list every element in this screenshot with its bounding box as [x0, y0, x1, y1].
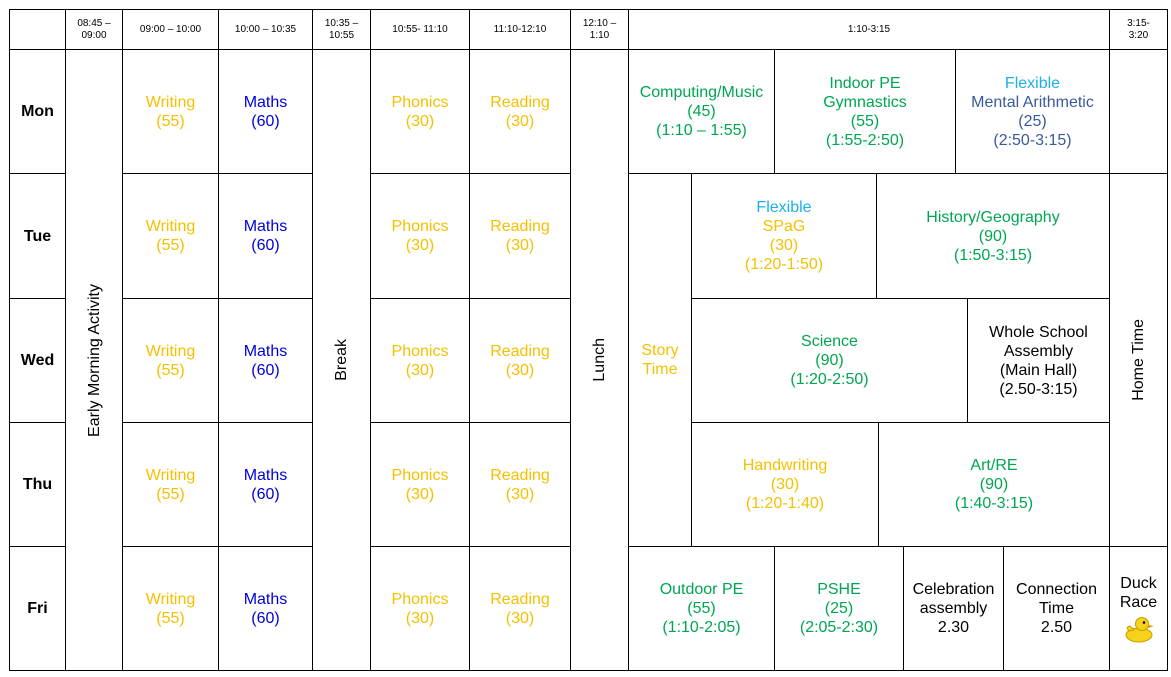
lesson-pshe-fri: PSHE (25) (2:05-2:30): [774, 546, 904, 671]
lesson-maths-wed: Maths (60): [218, 298, 313, 423]
lesson-maths-mon: Maths (60): [218, 49, 313, 174]
flexible-label: Flexible: [1004, 74, 1061, 92]
header-time-1210: 12:10 – 1:10: [570, 9, 629, 50]
lunch-cell: Lunch: [570, 49, 629, 671]
lesson-reading-fri: Reading (30): [469, 546, 571, 671]
early-morning-activity-cell: Early Morning Activity: [65, 49, 123, 671]
header-time-1055: 10:55- 11:10: [370, 9, 470, 50]
lesson-writing-thu: Writing (55): [122, 422, 219, 547]
lesson-reading-wed: Reading (30): [469, 298, 571, 423]
lesson-history-geography-tue: History/Geography (90) (1:50-3:15): [876, 173, 1110, 299]
mon-home-time-cell: [1109, 49, 1168, 174]
lesson-reading-mon: Reading (30): [469, 49, 571, 174]
lesson-writing-mon: Writing (55): [122, 49, 219, 174]
lesson-maths-tue: Maths (60): [218, 173, 313, 299]
lesson-reading-tue: Reading (30): [469, 173, 571, 299]
lesson-reading-thu: Reading (30): [469, 422, 571, 547]
corner-cell: [9, 9, 66, 50]
day-label-fri: Fri: [9, 546, 66, 671]
lesson-celebration-assembly-fri: Celebration assembly 2.30: [903, 546, 1004, 671]
break-cell: Break: [312, 49, 371, 671]
duck-race-label: Duck Race: [1119, 574, 1158, 611]
mental-arithmetic-text: Mental Arithmetic (25) (2:50-3:15): [971, 93, 1094, 149]
lesson-handwriting-thu: Handwriting (30) (1:20-1:40): [691, 422, 879, 547]
lesson-maths-thu: Maths (60): [218, 422, 313, 547]
lesson-spag-tue: Flexible SPaG (30) (1:20-1:50): [691, 173, 877, 299]
day-label-tue: Tue: [9, 173, 66, 299]
rubber-duck-icon: [1125, 616, 1155, 642]
lesson-maths-fri: Maths (60): [218, 546, 313, 671]
lesson-science-wed: Science (90) (1:20-2:50): [691, 298, 968, 423]
lesson-phonics-thu: Phonics (30): [370, 422, 470, 547]
lesson-duck-race-fri: Duck Race: [1109, 546, 1168, 671]
lesson-mental-arithmetic-mon: Flexible Mental Arithmetic (25) (2:50-3:…: [955, 49, 1110, 174]
lesson-writing-wed: Writing (55): [122, 298, 219, 423]
header-time-0845: 08:45 – 09:00: [65, 9, 123, 50]
lesson-indoor-pe-mon: Indoor PE Gymnastics (55) (1:55-2:50): [774, 49, 956, 174]
day-label-wed: Wed: [9, 298, 66, 423]
lesson-computing-music-mon: Computing/Music (45) (1:10 – 1:55): [628, 49, 775, 174]
lesson-phonics-tue: Phonics (30): [370, 173, 470, 299]
lesson-story-time: Story Time: [628, 173, 692, 547]
header-time-0900: 09:00 – 10:00: [122, 9, 219, 50]
day-label-thu: Thu: [9, 422, 66, 547]
lesson-phonics-wed: Phonics (30): [370, 298, 470, 423]
day-label-mon: Mon: [9, 49, 66, 174]
lesson-writing-fri: Writing (55): [122, 546, 219, 671]
lesson-outdoor-pe-fri: Outdoor PE (55) (1:10-2:05): [628, 546, 775, 671]
header-time-1000: 10:00 – 10:35: [218, 9, 313, 50]
spag-text: SPaG (30) (1:20-1:50): [744, 218, 824, 273]
lesson-phonics-fri: Phonics (30): [370, 546, 470, 671]
home-time-cell: Home Time: [1109, 173, 1168, 547]
lesson-whole-school-assembly-wed: Whole School Assembly (Main Hall) (2.50-…: [967, 298, 1110, 423]
flexible-label: Flexible: [756, 199, 812, 216]
header-time-110: 1:10-3:15: [628, 9, 1110, 50]
lesson-art-re-thu: Art/RE (90) (1:40-3:15): [878, 422, 1110, 547]
header-time-1035: 10:35 – 10:55: [312, 9, 371, 50]
header-time-1110: 11:10-12:10: [469, 9, 571, 50]
lesson-connection-time-fri: Connection Time 2.50: [1003, 546, 1110, 671]
header-time-315: 3:15- 3:20: [1109, 9, 1168, 50]
lesson-writing-tue: Writing (55): [122, 173, 219, 299]
lesson-phonics-mon: Phonics (30): [370, 49, 470, 174]
